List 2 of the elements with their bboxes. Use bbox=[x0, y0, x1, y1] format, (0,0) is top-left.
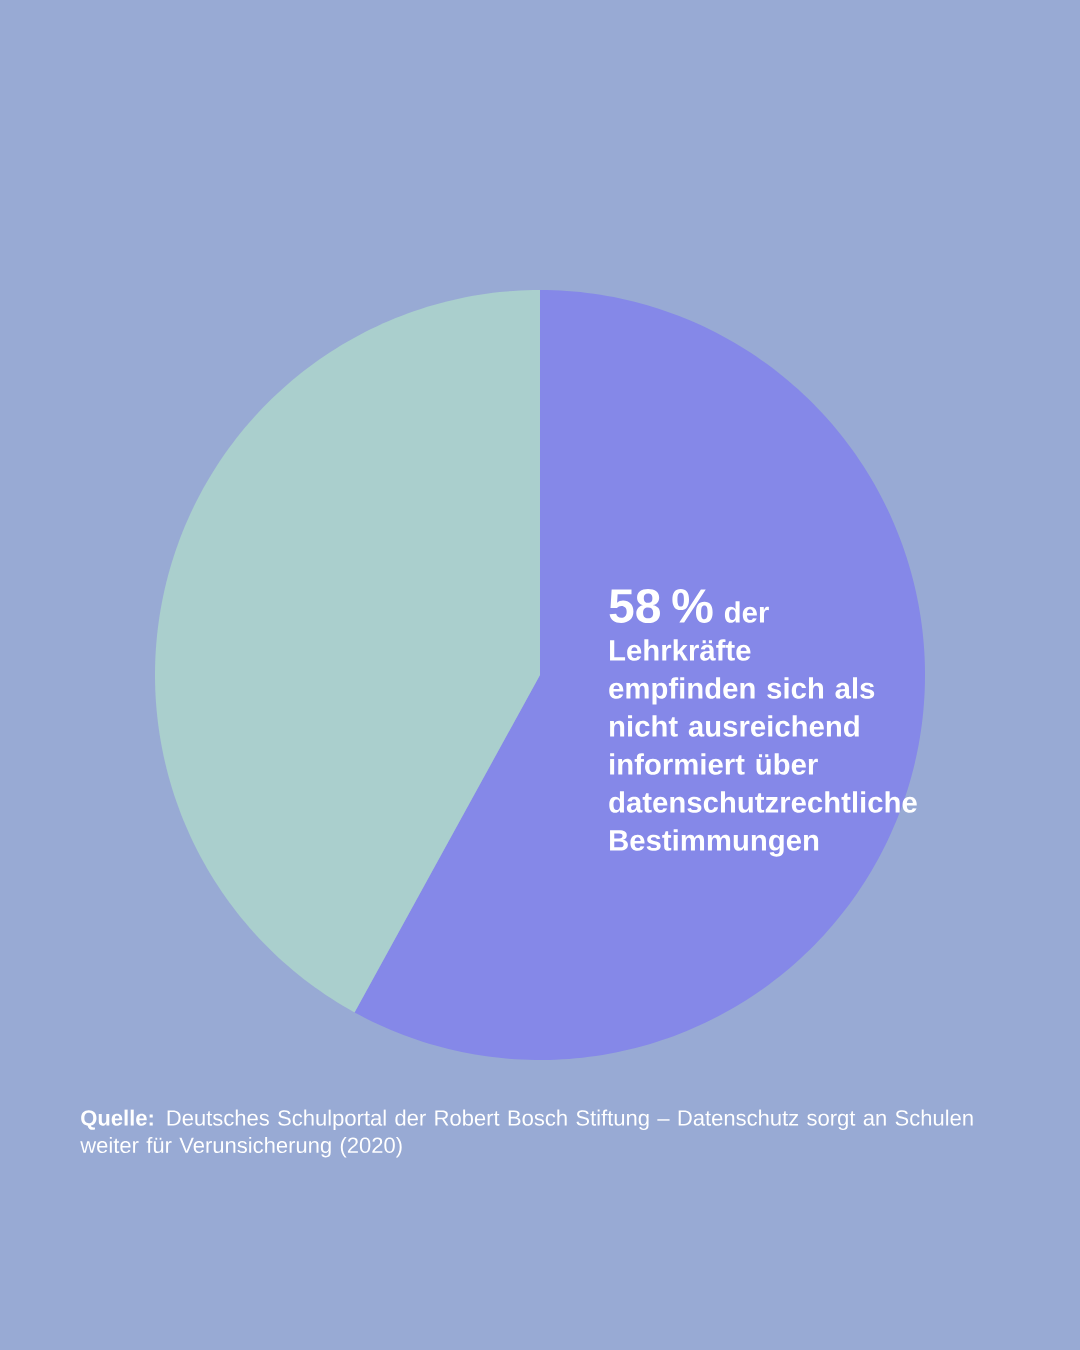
data-label: 58 % bbox=[609, 589, 713, 623]
text: Quelle: Deutsches Schulportal der Robert Bosch Stiftung – Datenschutz sorgt an Schulen weiter für Verunsicherung (2020) bbox=[80, 1109, 973, 1158]
